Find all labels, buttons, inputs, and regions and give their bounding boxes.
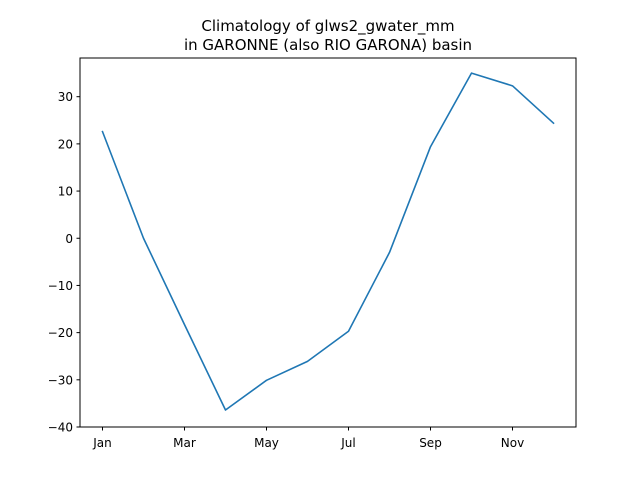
axis-ticks: −40 −30 −20 −10 0 10 20 30 Jan Mar May Jul Sep Nov	[48, 90, 525, 450]
chart-title-line-2: in GARONNE (also RIO GARONA) basin	[184, 36, 472, 54]
y-tick-label: 10	[58, 185, 73, 199]
x-tick-label: Sep	[419, 436, 442, 450]
y-tick-label: −20	[48, 326, 73, 340]
y-tick-label: 30	[58, 90, 73, 104]
y-tick-label: −40	[48, 421, 73, 435]
y-tick-label: 0	[65, 232, 73, 246]
y-tick-label: −30	[48, 373, 73, 387]
series-line	[101, 72, 555, 411]
x-tick-label: Jan	[92, 436, 112, 450]
series-group	[101, 72, 555, 411]
x-tick-label: Nov	[501, 436, 524, 450]
plot-frame	[79, 57, 577, 428]
x-tick-label: May	[254, 436, 279, 450]
chart-title-line-1: Climatology of glws2_gwater_mm	[201, 17, 454, 36]
y-tick-label: −10	[48, 279, 73, 293]
y-tick-label: 20	[58, 137, 73, 151]
x-tick-label: Jul	[340, 436, 355, 450]
x-tick-label: Mar	[173, 436, 196, 450]
